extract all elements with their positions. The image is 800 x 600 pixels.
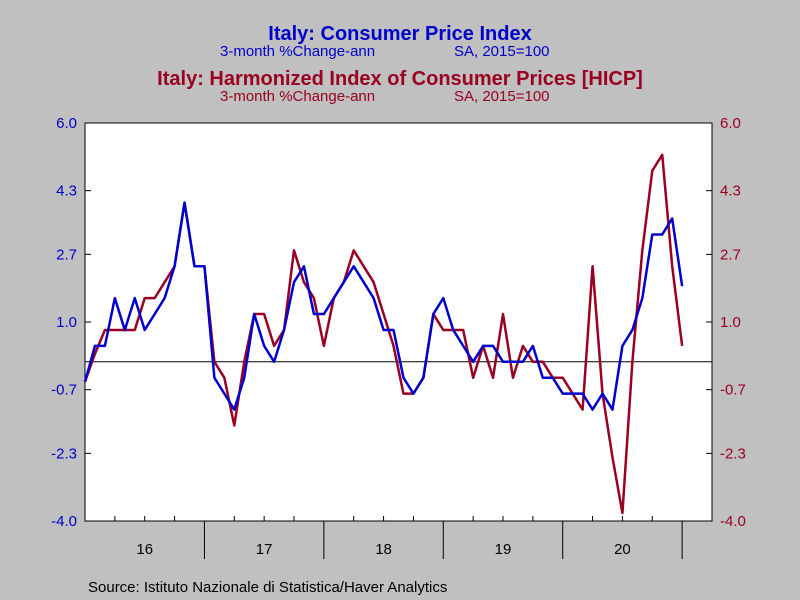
y-tick-label-left: -4.0 [51,513,77,530]
series-line-cpi [83,201,684,411]
y-tick-label-right: -2.3 [720,445,746,462]
chart-title-hicp: Italy: Harmonized Index of Consumer Pric… [157,68,643,90]
chart-subtitle-cpi-left: 3-month %Change-ann [220,43,375,60]
chart-subtitle-hicp-right: SA, 2015=100 [454,88,550,105]
plot-area [84,122,713,522]
series-layer [83,153,684,515]
x-tick-label: 20 [614,541,631,558]
y-tick-label-right: -4.0 [720,513,746,530]
chart-subtitle-cpi-right: SA, 2015=100 [454,43,550,60]
x-tick-label: 17 [256,541,273,558]
y-tick-label-left: 4.3 [56,183,77,200]
y-tick-label-right: 1.0 [720,314,741,331]
x-tick-label: 19 [495,541,512,558]
y-tick-label-left: 6.0 [56,115,77,132]
y-axis-right: 6.0 4.3 2.7 1.0 -0.7 -2.3 -4.0 [706,115,746,530]
y-tick-label-left: -0.7 [51,382,77,399]
source-note: Source: Istituto Nazionale di Statistica… [88,579,447,596]
y-tick-label-left: 1.0 [56,314,77,331]
y-tick-label-left: -2.3 [51,445,77,462]
x-tick-label: 18 [375,541,392,558]
y-axis-left: 6.0 4.3 2.7 1.0 -0.7 -2.3 -4.0 [51,115,91,530]
chart-subtitle-hicp-left: 3-month %Change-ann [220,88,375,105]
x-axis: 16 17 18 19 20 [114,516,683,559]
y-tick-label-right: 2.7 [720,246,741,263]
y-tick-label-right: -0.7 [720,382,746,399]
y-tick-label-right: 6.0 [720,115,741,132]
chart-title-cpi: Italy: Consumer Price Index [268,23,531,45]
x-tick-label: 16 [136,541,153,558]
y-tick-label-right: 4.3 [720,183,741,200]
y-tick-label-left: 2.7 [56,246,77,263]
